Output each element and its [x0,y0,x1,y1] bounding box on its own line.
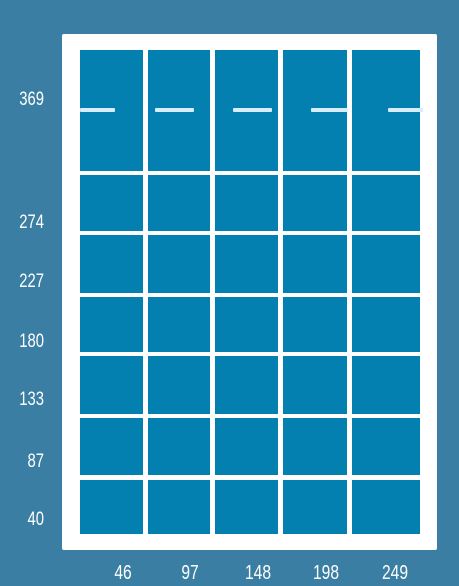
y-axis-label: 227 [19,271,44,292]
grid-cell [352,235,420,293]
cell-marker [388,108,423,112]
grid-cell [215,356,278,414]
grid-cell [215,175,278,231]
grid-cell [80,235,143,293]
y-axis-label: 133 [19,389,44,410]
y-axis-label: 274 [19,212,44,233]
grid-cell [80,418,143,475]
grid-cell [148,418,210,475]
grid-cell [148,480,210,534]
grid-cell [80,356,143,414]
grid-cell [352,297,420,352]
cell-marker [233,108,272,112]
grid-cell [215,235,278,293]
grid-cell [283,418,347,475]
grid-cell [148,356,210,414]
cell-marker [311,108,348,112]
grid-cell [352,418,420,475]
x-axis-label: 97 [181,562,199,584]
grid-cell [352,356,420,414]
grid-cell [283,480,347,534]
grid-cell [80,175,143,231]
grid-cell [80,480,143,534]
grid-cell [283,175,347,231]
grid-cell [215,297,278,352]
grid-cell [148,175,210,231]
x-axis-label: 198 [312,562,340,584]
y-axis-label: 87 [27,451,44,472]
grid-cell [352,480,420,534]
x-axis-label: 249 [381,562,409,584]
y-axis-label: 369 [19,89,44,110]
x-axis-label: 148 [244,562,272,584]
x-axis-label: 46 [114,562,132,584]
grid-cell [148,235,210,293]
grid-cell [215,480,278,534]
grid-cell [352,175,420,231]
grid-cell [148,297,210,352]
grid-cell [283,235,347,293]
grid-board [62,34,437,550]
y-axis-label: 40 [27,509,44,530]
grid-cell [283,297,347,352]
grid-cell [283,356,347,414]
cell-marker [155,108,194,112]
grid-cell [215,418,278,475]
cell-marker [80,108,115,112]
grid-cell [80,297,143,352]
y-axis-label: 180 [19,331,44,352]
